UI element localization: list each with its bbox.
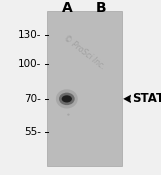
Ellipse shape	[62, 95, 72, 103]
Text: 70-: 70-	[24, 94, 41, 104]
Text: © ProSci Inc.: © ProSci Inc.	[62, 34, 107, 71]
Text: 55-: 55-	[24, 127, 41, 137]
Text: A: A	[62, 1, 73, 15]
Text: 130-: 130-	[18, 30, 41, 40]
Ellipse shape	[67, 114, 70, 116]
Text: STAT3: STAT3	[132, 92, 161, 105]
Text: B: B	[96, 1, 107, 15]
Bar	[47, 11, 122, 166]
Text: 100-: 100-	[18, 59, 41, 69]
Ellipse shape	[56, 89, 78, 108]
FancyArrow shape	[123, 95, 131, 103]
Ellipse shape	[59, 93, 75, 105]
